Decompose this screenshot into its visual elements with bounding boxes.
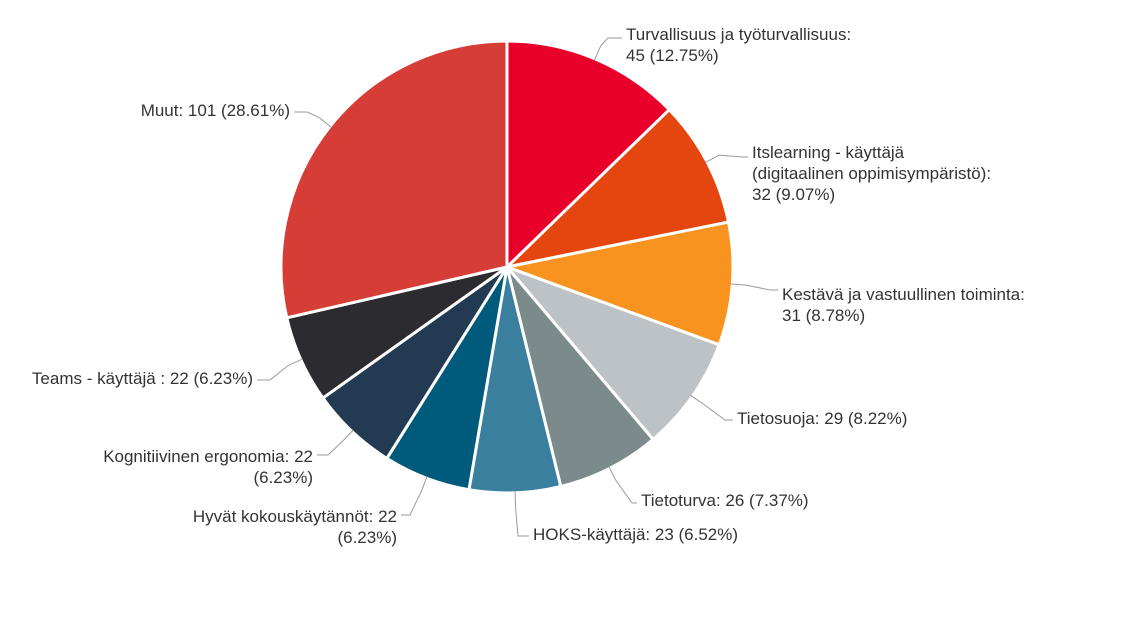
slice-label-line: Teams - käyttäjä : 22 (6.23%) — [32, 369, 253, 388]
leader-line-hyvat-kokouskaytannot — [401, 476, 428, 516]
slice-label-turvallisuus-ja-tyoturvallisuus: Turvallisuus ja työturvallisuus: 45 (12.7… — [626, 25, 851, 65]
slice-labels: Turvallisuus ja työturvallisuus: 45 (12.7… — [32, 25, 1025, 547]
slice-label-teams-kayttaja: Teams - käyttäjä : 22 (6.23%) — [32, 369, 253, 388]
slice-label-kognitiivinen-ergonomia: Kognitiivinen ergonomia: 22 (6.23%) — [103, 447, 313, 487]
leader-line-teams-kayttaja — [257, 358, 303, 381]
leader-line-kognitiivinen-ergonomia — [317, 429, 354, 456]
leader-line-muut — [294, 111, 333, 128]
slice-label-hoks-kayttaja: HOKS-käyttäjä: 23 (6.52%) — [533, 525, 738, 544]
slice-label-line: Hyvät kokouskäytännöt: 22 — [193, 507, 397, 526]
pie-slices — [279, 39, 735, 495]
slice-label-line: Itslearning - käyttäjä — [752, 143, 905, 162]
slice-label-line: (6.23%) — [337, 528, 397, 547]
slice-label-kestava-ja-vastuullinen-toiminta: Kestävä ja vastuullinen toiminta: 31 (8.7… — [782, 285, 1025, 325]
leader-line-itslearning-kayttaja-digitaalinen-oppimisymparisto — [704, 154, 748, 164]
slice-label-itslearning-kayttaja-digitaalinen-oppimisymparisto: Itslearning - käyttäjä (digitaalinen oppi… — [752, 143, 991, 204]
leader-line-tietosuoja — [690, 394, 733, 421]
slice-label-line: Tietosuoja: 29 (8.22%) — [737, 409, 907, 428]
slice-label-line: Turvallisuus ja työturvallisuus: — [626, 25, 851, 44]
leader-line-turvallisuus-ja-tyoturvallisuus — [593, 37, 622, 61]
slice-label-hyvat-kokouskaytannot: Hyvät kokouskäytännöt: 22 (6.23%) — [193, 507, 397, 547]
slice-label-tietosuoja: Tietosuoja: 29 (8.22%) — [737, 409, 907, 428]
slice-label-line: Kognitiivinen ergonomia: 22 — [103, 447, 313, 466]
slice-label-line: HOKS-käyttäjä: 23 (6.52%) — [533, 525, 738, 544]
slice-label-muut: Muut: 101 (28.61%) — [141, 101, 290, 120]
slice-label-line: 45 (12.75%) — [626, 46, 719, 65]
slice-label-line: (digitaalinen oppimisympäristö): — [752, 164, 991, 183]
pie-slice-muut[interactable] — [279, 39, 509, 320]
slice-label-line: Muut: 101 (28.61%) — [141, 101, 290, 120]
slice-label-line: (6.23%) — [253, 468, 313, 487]
slice-label-line: Kestävä ja vastuullinen toiminta: — [782, 285, 1025, 304]
slice-label-tietoturva: Tietoturva: 26 (7.37%) — [641, 491, 809, 510]
leader-line-hoks-kayttaja — [514, 490, 529, 537]
leader-line-kestava-ja-vastuullinen-toiminta — [730, 283, 778, 291]
slice-label-line: Tietoturva: 26 (7.37%) — [641, 491, 809, 510]
slice-label-line: 32 (9.07%) — [752, 185, 835, 204]
leader-line-tietoturva — [608, 466, 637, 504]
leader-lines — [257, 37, 778, 537]
slice-label-line: 31 (8.78%) — [782, 306, 865, 325]
